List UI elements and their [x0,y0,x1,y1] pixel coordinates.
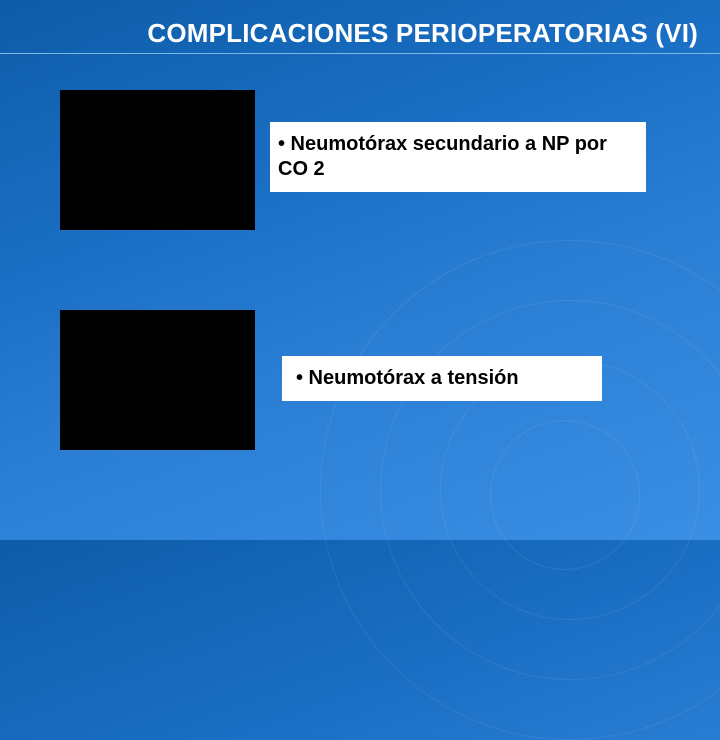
slide-title: COMPLICACIONES PERIOPERATORIAS (VI) [0,18,698,49]
bullet-text-1: • Neumotórax secundario a NP por CO 2 [278,133,607,180]
ripple-decoration [490,420,640,570]
bullet-text-2: • Neumotórax a tensión [296,367,519,389]
bullet-box-1: • Neumotórax secundario a NP por CO 2 [270,122,646,192]
image-placeholder-1 [60,90,255,230]
bullet-box-2: • Neumotórax a tensión [282,356,602,401]
title-bar: COMPLICACIONES PERIOPERATORIAS (VI) [0,18,720,54]
image-placeholder-2 [60,310,255,450]
